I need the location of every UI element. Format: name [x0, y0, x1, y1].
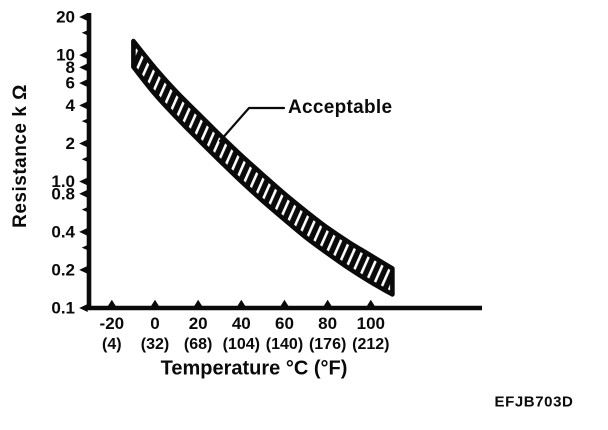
y-tick-mark — [79, 63, 88, 72]
y-minor-tick-mark — [81, 30, 88, 36]
y-minor-tick-mark — [81, 156, 88, 162]
y-tick-mark — [79, 79, 88, 88]
x-tick-mark — [236, 299, 246, 307]
y-tick-mark — [79, 177, 88, 186]
y-tick-label: 0.2 — [51, 260, 75, 279]
y-minor-tick-mark — [81, 206, 88, 213]
x-tick-label-celsius: -20 — [100, 314, 125, 333]
x-tick-label-celsius: 100 — [357, 314, 385, 333]
x-axis-title: Temperature °C (°F) — [160, 357, 348, 380]
x-tick-mark — [366, 299, 376, 307]
x-tick-label-fahrenheit: (32) — [141, 336, 169, 353]
x-tick-label-fahrenheit: (140) — [266, 336, 303, 353]
x-tick-mark — [323, 299, 333, 307]
x-tick-mark — [193, 299, 203, 307]
y-tick-label: 2 — [66, 134, 75, 153]
x-tick-mark — [150, 299, 160, 307]
y-tick-label: 6 — [66, 74, 75, 93]
y-tick-mark — [79, 189, 88, 198]
x-tick-label-fahrenheit: (212) — [352, 336, 389, 353]
annotation-leader-line — [218, 106, 286, 143]
x-tick-label-celsius: 40 — [232, 314, 251, 333]
y-tick-mark — [79, 265, 88, 274]
y-tick-mark — [79, 227, 88, 236]
x-tick-label-fahrenheit: (104) — [223, 336, 260, 353]
y-minor-tick-mark — [81, 245, 88, 251]
y-tick-label: 4 — [66, 96, 76, 115]
y-axis-title: Resistance k Ω — [10, 84, 31, 228]
x-tick-label-fahrenheit: (176) — [309, 336, 346, 353]
x-tick-label-fahrenheit: (68) — [184, 336, 212, 353]
band-annotation-label: Acceptable — [288, 97, 393, 118]
y-tick-label: 0.1 — [51, 298, 75, 317]
y-tick-label: 0.8 — [51, 184, 75, 203]
y-tick-label: 10 — [56, 46, 75, 65]
figure-code: EFJB703D — [494, 393, 574, 411]
x-tick-label-fahrenheit: (4) — [102, 336, 122, 353]
y-minor-tick-mark — [81, 118, 88, 124]
x-tick-label-celsius: 0 — [150, 314, 159, 333]
x-tick-label-celsius: 60 — [275, 314, 294, 333]
x-tick-mark — [280, 299, 289, 307]
x-tick-label-celsius: 80 — [318, 314, 337, 333]
y-tick-mark — [79, 139, 88, 148]
x-tick-label-celsius: 20 — [189, 314, 208, 333]
y-tick-label: 20 — [56, 8, 75, 27]
y-tick-label: 8 — [66, 58, 75, 77]
y-tick-label: 1.0 — [51, 172, 75, 191]
x-tick-mark — [107, 299, 117, 307]
y-tick-mark — [79, 51, 88, 60]
y-tick-mark — [79, 303, 88, 312]
y-tick-label: 0.4 — [51, 222, 75, 241]
acceptable-band — [131, 38, 395, 297]
y-tick-mark — [79, 101, 88, 110]
y-tick-mark — [79, 13, 88, 21]
